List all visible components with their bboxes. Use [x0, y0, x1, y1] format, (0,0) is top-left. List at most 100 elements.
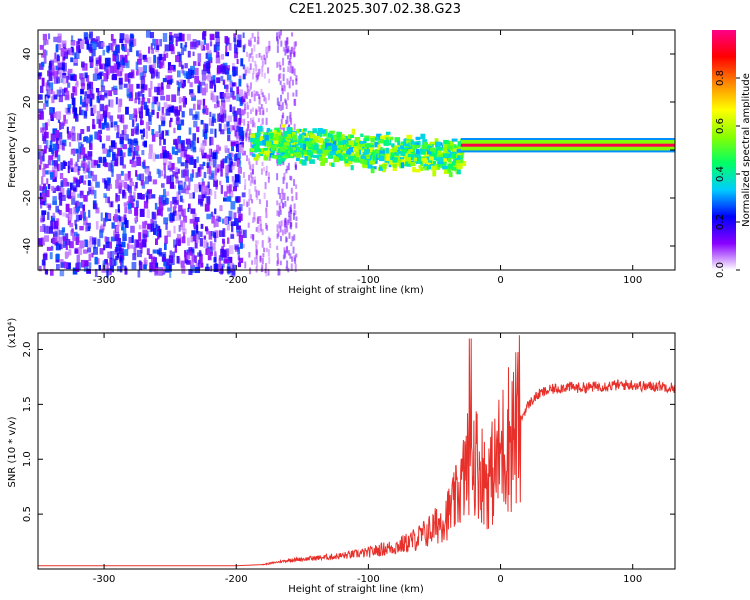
heat-cell	[200, 41, 204, 50]
heat-cell	[54, 149, 59, 158]
heat-cell	[203, 171, 207, 179]
heat-cell	[92, 174, 98, 182]
heat-cell	[375, 136, 379, 141]
heat-cell	[118, 248, 124, 255]
heat-cell	[56, 76, 61, 84]
heat-cell	[267, 268, 270, 276]
heat-cell	[168, 35, 174, 43]
heat-cell	[220, 129, 225, 135]
heat-cell	[175, 36, 180, 42]
heat-cell	[351, 128, 355, 135]
heat-cell	[225, 84, 229, 93]
heat-cell	[93, 160, 99, 166]
heat-cell	[220, 105, 223, 115]
heat-cell	[263, 54, 266, 61]
heat-cell	[89, 134, 93, 144]
heat-cell	[53, 58, 59, 63]
heat-cell	[135, 170, 138, 177]
heat-cell	[367, 152, 373, 157]
heat-cell	[122, 241, 125, 247]
heat-cell	[154, 238, 158, 245]
heat-cell	[94, 268, 98, 278]
heat-cell	[218, 123, 222, 132]
heat-cell	[132, 151, 136, 160]
heat-cell	[109, 257, 113, 266]
heat-cell	[47, 183, 51, 190]
heat-cell	[133, 38, 137, 47]
heat-cell	[161, 256, 167, 262]
heat-cell	[417, 157, 423, 163]
heat-cell	[415, 136, 421, 141]
heat-cell	[287, 162, 290, 171]
heat-cell	[280, 119, 283, 127]
heat-cell	[98, 57, 102, 66]
heat-cell	[224, 92, 230, 99]
heat-cell	[132, 253, 137, 261]
heat-cell	[299, 159, 303, 164]
heat-cell	[111, 151, 116, 161]
heat-cell	[162, 152, 167, 159]
heat-cell	[128, 78, 131, 84]
heat-cell	[142, 128, 146, 137]
heat-cell	[178, 61, 183, 67]
heat-cell	[219, 230, 224, 237]
heat-cell	[188, 269, 193, 276]
heat-cell	[132, 113, 136, 119]
heat-cell	[276, 200, 279, 206]
heat-cell	[242, 172, 245, 179]
heat-cell	[96, 95, 100, 103]
heat-cell	[353, 157, 359, 163]
heat-cell	[145, 121, 150, 130]
heat-cell	[61, 227, 66, 233]
heat-cell	[249, 117, 252, 124]
heat-cell	[356, 155, 363, 160]
heat-cell	[115, 197, 119, 203]
heat-cell	[248, 207, 251, 216]
heat-cell	[52, 107, 55, 114]
heat-cell	[231, 224, 234, 232]
heat-cell	[211, 120, 215, 127]
heat-cell	[160, 95, 166, 101]
heat-cell	[171, 94, 177, 103]
heat-cell	[285, 236, 288, 243]
heat-cell	[406, 140, 411, 144]
heat-cell	[244, 261, 247, 269]
heat-cell	[151, 48, 155, 54]
heat-cell	[122, 189, 125, 195]
heat-cell	[87, 159, 91, 164]
heat-cell	[114, 64, 117, 73]
heat-cell	[350, 165, 354, 171]
heat-cell	[156, 101, 160, 107]
heat-cell	[91, 88, 94, 96]
heat-cell	[204, 123, 209, 133]
heat-cell	[234, 180, 239, 188]
heat-cell	[228, 245, 234, 255]
heat-cell	[135, 61, 139, 71]
heat-cell	[282, 176, 285, 184]
heat-cell	[255, 266, 258, 273]
heat-cell	[147, 223, 152, 230]
heat-cell	[236, 86, 239, 95]
heat-cell	[146, 248, 150, 255]
heat-cell	[88, 253, 92, 262]
heat-cell	[87, 170, 93, 179]
heat-cell	[210, 265, 213, 272]
heat-cell	[138, 262, 143, 270]
heat-cell	[76, 132, 80, 142]
heat-cell	[71, 35, 74, 42]
heat-cell	[124, 220, 129, 228]
heat-cell	[455, 159, 461, 164]
heat-cell	[451, 167, 457, 171]
heat-cell	[289, 58, 292, 64]
heat-cell	[168, 154, 173, 160]
heat-cell	[258, 52, 261, 58]
heat-cell	[69, 182, 73, 191]
heat-cell	[39, 186, 45, 192]
heat-cell	[38, 108, 44, 113]
heat-cell	[307, 138, 314, 143]
heat-cell	[154, 266, 159, 276]
heat-cell	[175, 40, 178, 47]
heat-cell	[259, 216, 262, 222]
heat-cell	[256, 196, 259, 201]
heat-cell	[57, 61, 62, 68]
